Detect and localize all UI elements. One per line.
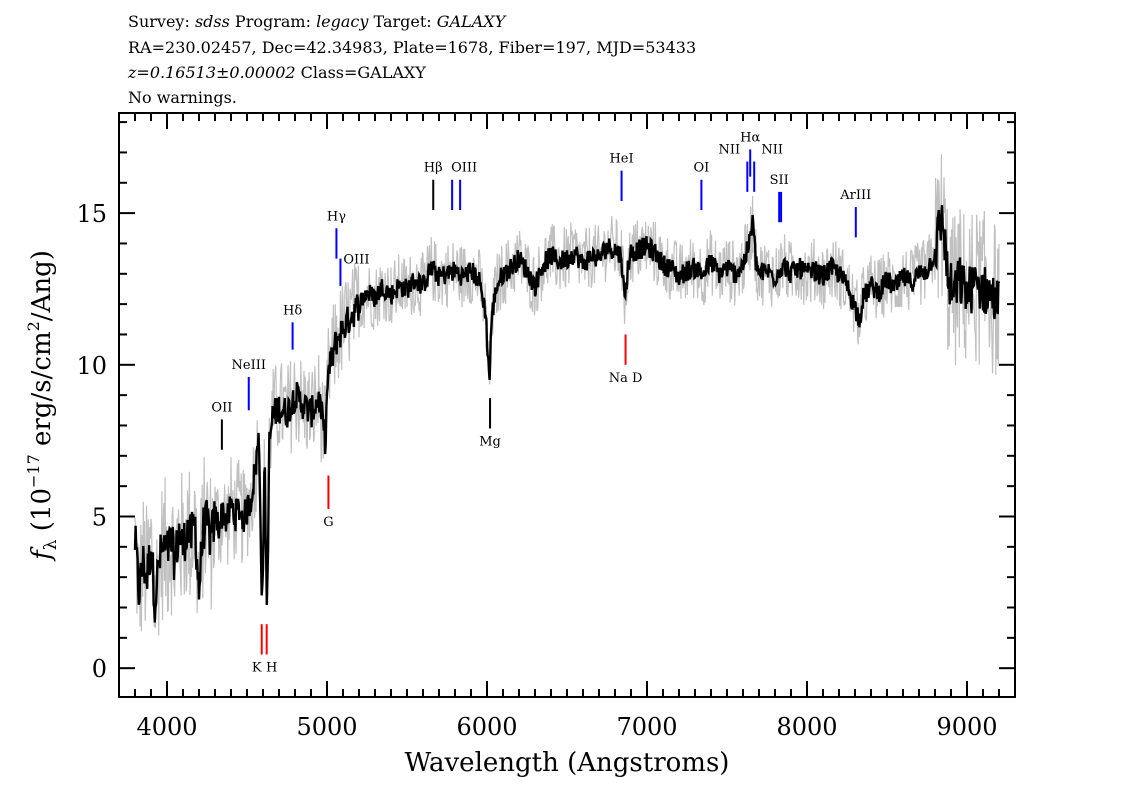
line-marker-label: Hα bbox=[740, 130, 760, 145]
axes: 4000 5000 6000 7000 8000 9000 0 5 10 15 bbox=[76, 113, 1015, 741]
header-warnings: No warnings. bbox=[128, 88, 237, 107]
x-axis-label: Wavelength (Angstroms) bbox=[405, 748, 730, 778]
target-label: Target: bbox=[373, 12, 432, 31]
survey-label: Survey: bbox=[128, 12, 190, 31]
line-marker-label: NII bbox=[761, 143, 783, 158]
line-marker-label: NII bbox=[718, 143, 740, 158]
line-marker-label: HeI bbox=[609, 152, 633, 167]
redshift-value: z=0.16513±0.00002 bbox=[128, 63, 296, 82]
line-marker-label: Mg bbox=[479, 435, 501, 450]
x-tick-label: 8000 bbox=[776, 713, 837, 741]
y-tick-label: 0 bbox=[92, 655, 107, 683]
y-label-exp2: 2 bbox=[24, 321, 43, 331]
target-value: GALAXY bbox=[436, 12, 506, 31]
line-marker-label: ArIII bbox=[839, 188, 871, 203]
y-tick-label: 5 bbox=[92, 503, 107, 531]
header-survey-line: Survey: sdss Program: legacy Target: GAL… bbox=[128, 12, 505, 32]
y-label-sub: λ bbox=[41, 539, 61, 550]
header-redshift-line: z=0.16513±0.00002 Class=GALAXY bbox=[128, 63, 426, 83]
x-tick-label: 9000 bbox=[936, 713, 997, 741]
y-axis-label: fλ (10−17 erg/s/cm2/Ang) bbox=[24, 250, 61, 562]
y-label-mid: erg/s/cm bbox=[27, 331, 57, 454]
program-label: Program: bbox=[234, 12, 311, 31]
x-tick-label: 5000 bbox=[296, 713, 357, 741]
x-tick-label: 6000 bbox=[456, 713, 517, 741]
line-marker-label: Na D bbox=[609, 371, 643, 386]
noise-band bbox=[134, 154, 1000, 636]
line-marker-label: OII bbox=[211, 400, 232, 415]
survey-value: sdss bbox=[194, 12, 230, 31]
line-marker-label: SII bbox=[770, 173, 789, 188]
flux-series bbox=[133, 205, 1001, 623]
noise-line bbox=[134, 154, 1000, 636]
line-marker-label: G bbox=[323, 515, 333, 530]
line-marker-label: Hγ bbox=[327, 209, 346, 224]
y-label-exp1: −17 bbox=[24, 454, 43, 488]
line-marker-label: NeIII bbox=[232, 358, 266, 373]
y-label-pre: (10 bbox=[27, 488, 57, 540]
line-marker-label: Hδ bbox=[283, 303, 302, 318]
line-marker-label: OIII bbox=[451, 161, 477, 176]
line-marker-label: Hβ bbox=[424, 161, 443, 176]
flux-line bbox=[133, 205, 1001, 623]
x-tick-label: 4000 bbox=[136, 713, 197, 741]
line-marker-label: K bbox=[252, 661, 262, 676]
line-marker-label: H bbox=[266, 661, 277, 676]
x-tick-label: 7000 bbox=[616, 713, 677, 741]
class-value: Class=GALAXY bbox=[300, 63, 426, 82]
header-coordinates: RA=230.02457, Dec=42.34983, Plate=1678, … bbox=[128, 38, 697, 57]
y-tick-label: 15 bbox=[76, 200, 107, 228]
program-value: legacy bbox=[316, 12, 369, 31]
plot-frame bbox=[118, 112, 1016, 698]
line-marker-label: OIII bbox=[343, 253, 369, 268]
y-tick-label: 10 bbox=[76, 352, 107, 380]
line-marker-label: OI bbox=[694, 161, 710, 176]
y-label-post: /Ang) bbox=[27, 250, 57, 321]
